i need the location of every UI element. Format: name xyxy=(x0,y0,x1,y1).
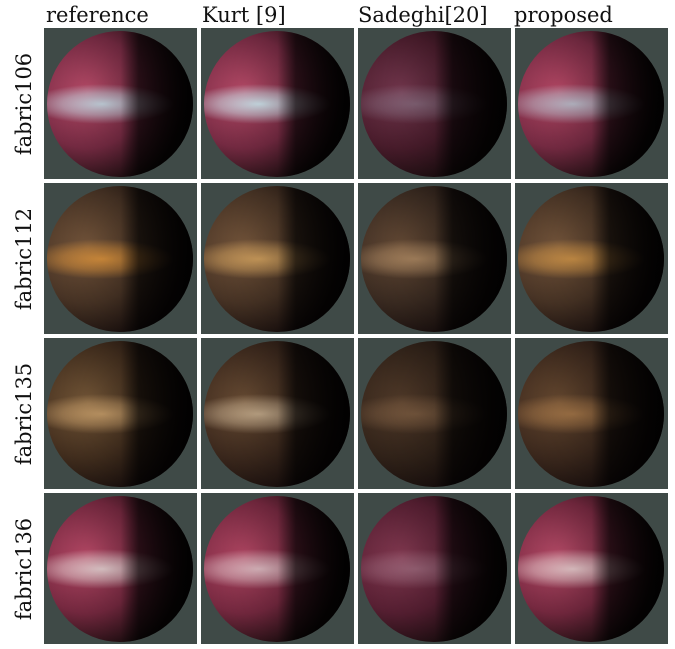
sphere-image xyxy=(518,496,664,642)
render-fabric136-sadeghi xyxy=(358,493,511,644)
render-fabric136-reference xyxy=(44,493,197,644)
column-header-kurt: Kurt [9] xyxy=(202,3,286,27)
render-fabric135-reference xyxy=(44,338,197,489)
sphere-image xyxy=(361,31,507,177)
render-fabric136-kurt xyxy=(201,493,354,644)
sphere-image xyxy=(204,496,350,642)
column-header-proposed: proposed xyxy=(514,3,613,27)
render-comparison-grid xyxy=(44,28,669,649)
sphere-image xyxy=(47,186,193,332)
render-fabric106-reference xyxy=(44,28,197,179)
render-fabric112-sadeghi xyxy=(358,183,511,334)
sphere-image xyxy=(204,341,350,487)
sphere-image xyxy=(518,186,664,332)
render-fabric135-proposed xyxy=(515,338,668,489)
column-header-sadeghi: Sadeghi[20] xyxy=(358,3,488,27)
sphere-image xyxy=(518,31,664,177)
render-fabric135-sadeghi xyxy=(358,338,511,489)
render-fabric135-kurt xyxy=(201,338,354,489)
render-fabric106-proposed xyxy=(515,28,668,179)
sphere-image xyxy=(361,496,507,642)
sphere-image xyxy=(47,341,193,487)
sphere-image xyxy=(204,186,350,332)
sphere-image xyxy=(204,31,350,177)
render-fabric136-proposed xyxy=(515,493,668,644)
render-fabric112-proposed xyxy=(515,183,668,334)
render-fabric106-kurt xyxy=(201,28,354,179)
column-header-reference: reference xyxy=(46,3,149,27)
sphere-image xyxy=(361,341,507,487)
sphere-image xyxy=(518,341,664,487)
sphere-image xyxy=(361,186,507,332)
sphere-image xyxy=(47,496,193,642)
render-fabric112-kurt xyxy=(201,183,354,334)
sphere-image xyxy=(47,31,193,177)
render-fabric112-reference xyxy=(44,183,197,334)
render-fabric106-sadeghi xyxy=(358,28,511,179)
